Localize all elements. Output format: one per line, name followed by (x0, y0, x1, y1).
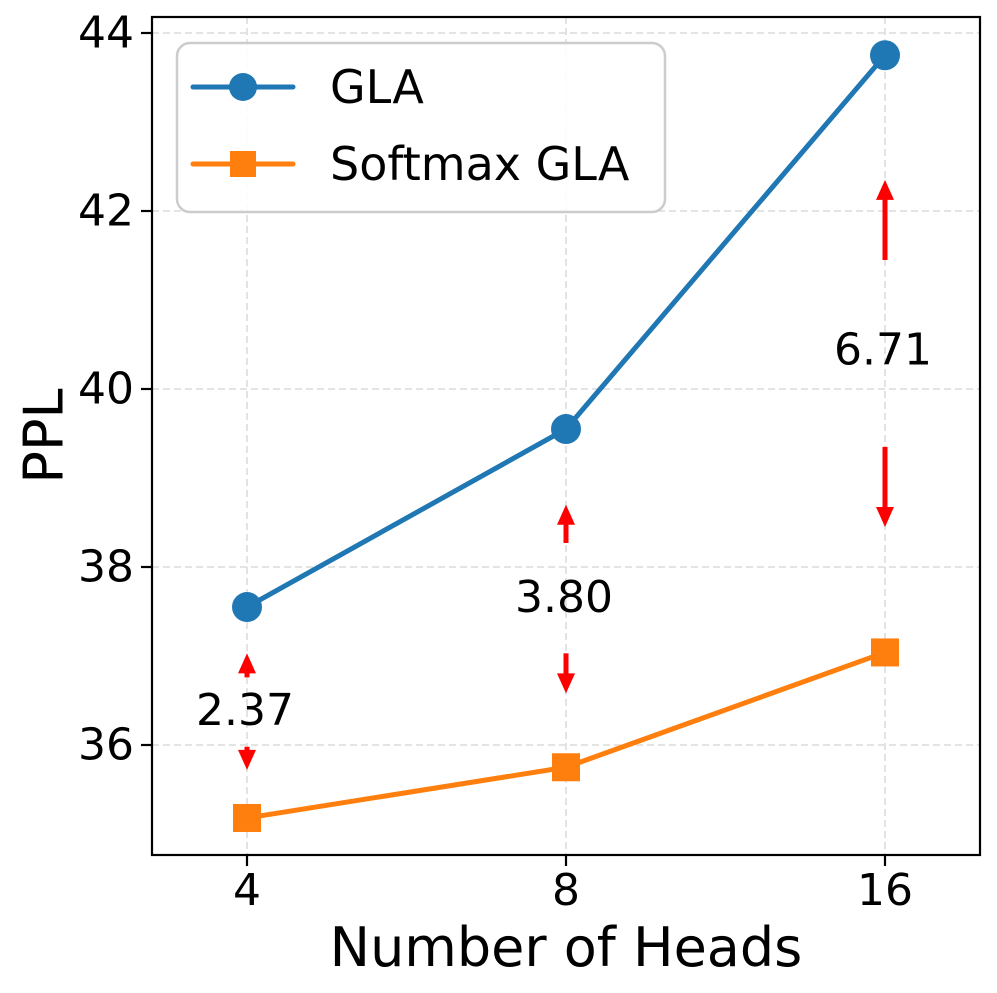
gap-annotation-label: 3.80 (515, 572, 613, 623)
x-axis-label: Number of Heads (330, 916, 803, 979)
legend-box (175, 41, 667, 214)
legend-marker-circle (229, 73, 257, 101)
legend: GLA Softmax GLA (175, 41, 667, 214)
legend-entry-label: Softmax GLA (330, 137, 630, 191)
data-point-circle (551, 414, 581, 445)
x-tick-label: 8 (552, 865, 580, 916)
x-tick-label: 16 (857, 865, 913, 916)
gap-annotation-label: 2.37 (196, 685, 294, 736)
y-tick-label: 42 (78, 186, 134, 237)
legend-marker-square (230, 151, 256, 177)
legend-entry-label: GLA (330, 60, 424, 114)
series-layer (232, 40, 900, 832)
data-point-square (871, 638, 899, 667)
y-tick-label: 40 (78, 364, 134, 415)
y-axis-label: PPL (13, 388, 76, 483)
y-tick-label: 36 (78, 720, 134, 771)
gap-arrow-down-head (876, 506, 894, 527)
data-point-square (233, 803, 261, 832)
gap-arrow-up-head (238, 653, 256, 674)
y-tick-label: 44 (78, 8, 134, 59)
gap-annotation-label: 6.71 (834, 324, 932, 375)
gap-arrow-up-head (876, 179, 894, 200)
annotations-layer: 2.37 3.80 6.71 (196, 179, 932, 770)
gap-arrow-down-head (557, 673, 575, 694)
data-point-square (552, 753, 580, 782)
x-tick-label: 4 (233, 865, 261, 916)
gap-arrow-down-head (238, 749, 256, 770)
gap-arrow-up-head (557, 504, 575, 525)
data-point-circle (870, 40, 900, 71)
data-point-circle (232, 592, 262, 623)
y-tick-label: 38 (78, 542, 134, 593)
